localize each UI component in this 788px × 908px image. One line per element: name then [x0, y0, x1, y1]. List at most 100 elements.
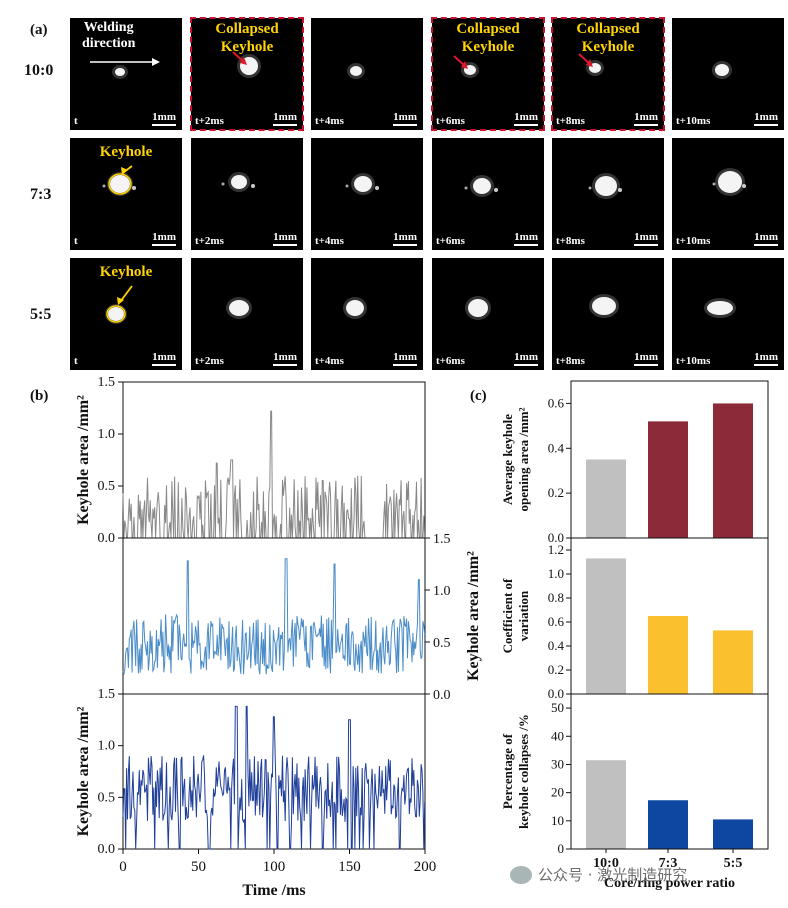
scale-bar	[754, 364, 778, 366]
y-axis-label-line-1: Percentage of	[500, 733, 515, 809]
y-tick-label: 0.8	[548, 590, 564, 605]
bar	[713, 630, 753, 694]
frame-time-label: t+10ms	[676, 235, 711, 247]
keyhole-area-time-chart: 0.0 0.5 1.0 1.5 0.0 0.5 1.0 1.5 0.0 0.5 1.0 1.5 0 50 1…	[75, 375, 482, 899]
frame-time-label: t+10ms	[676, 115, 711, 127]
keyhole-frame: t+6ms 1mm	[432, 138, 544, 250]
plot-frame	[570, 693, 769, 850]
y-axis-label-line-2: variation	[516, 590, 531, 641]
frame-time-label: t+8ms	[556, 355, 585, 367]
y-tick-label: 1.0	[433, 584, 451, 599]
y-tick-label: 0.4	[548, 638, 565, 653]
scale-bar	[634, 124, 658, 126]
frame-time-label: t+6ms	[436, 115, 465, 127]
yellow-arrow-icon	[117, 285, 133, 305]
keyhole-blob	[102, 172, 136, 196]
y-tick-label: 0.4	[548, 440, 565, 455]
collapsed-line-1: Collapsed	[576, 21, 640, 37]
keyhole-frame: t+2ms 1mm	[191, 258, 303, 370]
scale-bar	[514, 244, 538, 246]
y-axis-label-line-1: Coefficient of	[500, 578, 515, 653]
bar	[586, 558, 626, 694]
scale-label: 1mm	[273, 231, 297, 243]
red-arrow-icon	[578, 53, 593, 67]
scale-indicator: 1mm	[273, 231, 297, 246]
scale-indicator: 1mm	[152, 231, 176, 246]
scale-indicator: 1mm	[393, 351, 417, 366]
keyhole-blob	[465, 296, 491, 320]
y-axis-label-top: Keyhole area /mm²	[75, 395, 92, 525]
keyhole-frame: t 1mm Keyhole	[70, 258, 182, 370]
keyhole-frame: t+8ms 1mm Collapsed Keyhole	[551, 17, 665, 131]
keyhole-frame: t+10ms 1mm	[672, 18, 784, 130]
frame-time-label: t+10ms	[676, 355, 711, 367]
y-tick-label: 0.6	[548, 395, 565, 410]
keyhole-blob	[112, 65, 128, 79]
y-tick-label: 30	[551, 756, 564, 771]
panel-b-label: (b)	[30, 388, 49, 404]
y-tick-label: 0.2	[548, 662, 564, 677]
y-tick-label: 40	[551, 728, 564, 743]
bar	[713, 403, 753, 538]
frame-time-label: t+4ms	[315, 355, 344, 367]
scale-bar	[152, 124, 176, 126]
frame-time-label: t+8ms	[556, 115, 585, 127]
collapsed-keyhole-label: Collapsed Keyhole	[191, 20, 303, 56]
direction-line-1: Welding	[83, 20, 134, 35]
panel-a-label: (a)	[30, 22, 48, 38]
row-label-5-5: 5:5	[30, 306, 52, 323]
scale-label: 1mm	[514, 231, 538, 243]
scale-bar	[634, 244, 658, 246]
keyhole-label: Keyhole	[99, 264, 153, 280]
frame-time-label: t+2ms	[195, 115, 224, 127]
scale-bar	[273, 244, 297, 246]
frame-time-label: t	[74, 235, 78, 247]
scale-indicator: 1mm	[152, 111, 176, 126]
scale-bar	[393, 364, 417, 366]
frame-time-label: t	[74, 355, 78, 367]
scale-indicator: 1mm	[273, 351, 297, 366]
scale-indicator: 1mm	[393, 231, 417, 246]
y-tick-label: 0.6	[548, 614, 565, 629]
bar	[648, 616, 688, 694]
collapsed-line-2: Keyhole	[581, 39, 635, 55]
scale-bar	[514, 124, 538, 126]
keyhole-frame: t 1mm Welding direction	[70, 18, 182, 130]
scale-indicator: 1mm	[514, 351, 538, 366]
y-axis-label-bot: Keyhole area /mm²	[75, 706, 92, 836]
y-tick-label: 0.5	[98, 790, 116, 805]
scale-label: 1mm	[514, 351, 538, 363]
keyhole-area-series	[122, 410, 426, 539]
scale-indicator: 1mm	[634, 111, 658, 126]
y-tick-label: 1.2	[548, 542, 564, 557]
keyhole-blob	[464, 175, 498, 197]
scale-label: 1mm	[273, 351, 297, 363]
x-axis-label: Core/ring power ratio	[604, 876, 735, 891]
y-tick-label: 1.5	[98, 687, 116, 702]
scale-label: 1mm	[152, 231, 176, 243]
scale-bar	[393, 124, 417, 126]
scale-indicator: 1mm	[514, 231, 538, 246]
y-tick-label: 1.5	[433, 532, 451, 547]
x-tick-label: 0	[119, 859, 127, 875]
y-axis-label-line-2: opening area /mm²	[516, 407, 531, 511]
y-tick-label: 0.0	[98, 531, 116, 546]
direction-arrow-icon	[90, 58, 160, 66]
keyhole-frame: t+6ms 1mm Collapsed Keyhole	[431, 17, 545, 131]
keyhole-area-series	[122, 705, 426, 850]
keyhole-frame: t+2ms 1mm Collapsed Keyhole	[190, 17, 304, 131]
bar	[586, 459, 626, 538]
scale-indicator: 1mm	[152, 351, 176, 366]
collapsed-line-1: Collapsed	[215, 21, 279, 37]
collapsed-keyhole-label: Collapsed Keyhole	[552, 20, 664, 56]
scale-bar	[754, 124, 778, 126]
scale-indicator: 1mm	[273, 111, 297, 126]
watermark: 公众号 · 激光制造研究	[510, 864, 687, 885]
keyhole-frame: t+4ms 1mm	[311, 258, 423, 370]
scale-indicator: 1mm	[393, 111, 417, 126]
frame-time-label: t+6ms	[436, 235, 465, 247]
scale-bar	[273, 364, 297, 366]
bar	[648, 421, 688, 538]
keyhole-blob	[343, 297, 367, 319]
keyhole-frame: t+8ms 1mm	[552, 258, 664, 370]
